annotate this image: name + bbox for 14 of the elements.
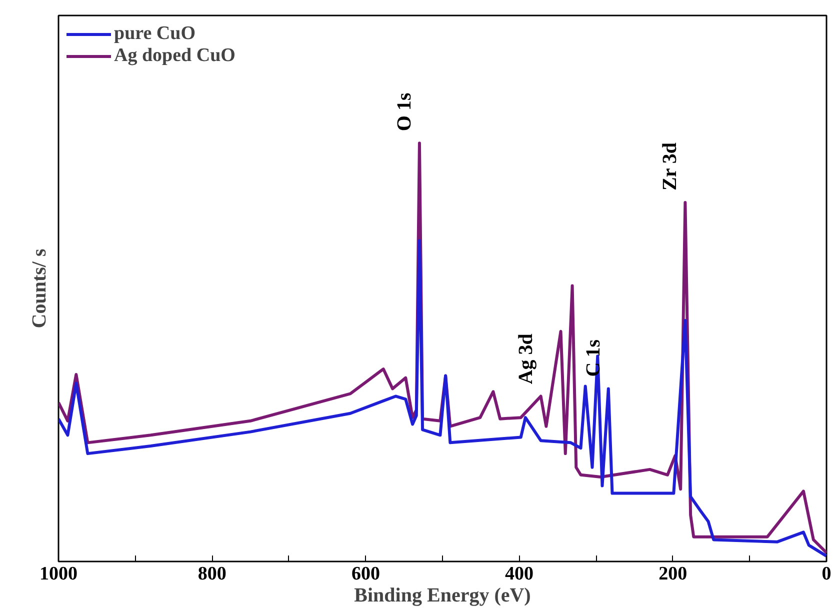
x-tick-label: 0 (822, 564, 832, 584)
annotation: C 1s (582, 339, 604, 377)
legend-label: pure CuO (114, 23, 196, 45)
annotation: Zr 3d (659, 142, 682, 191)
y-axis-title: Counts/ s (28, 248, 50, 328)
legend-label: Ag doped CuO (114, 45, 236, 67)
x-tick-label: 200 (658, 564, 688, 584)
x-tick-label: 1000 (40, 564, 78, 584)
annotation: Ag 3d (514, 334, 537, 384)
x-tick-label: 600 (351, 564, 380, 584)
x-tick-label: 400 (505, 564, 534, 584)
x-axis-title: Binding Energy (eV) (354, 584, 531, 606)
x-tick-label: 800 (198, 564, 226, 584)
annotation: O 1s (393, 92, 416, 132)
